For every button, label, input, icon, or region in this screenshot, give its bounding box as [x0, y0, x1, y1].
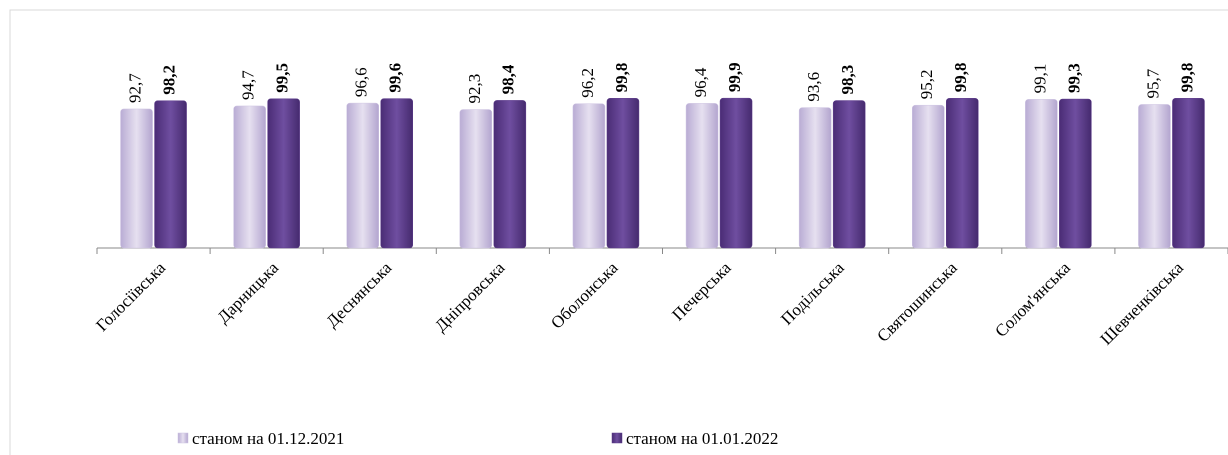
x-tick-label: Святошинська	[873, 258, 961, 346]
bar	[1025, 99, 1058, 249]
bar	[1138, 104, 1171, 249]
bar	[267, 98, 300, 249]
value-label: 95,7	[1143, 68, 1162, 98]
bar	[1059, 98, 1092, 249]
legend-swatch	[177, 432, 189, 444]
value-label: 96,4	[691, 67, 710, 97]
value-label: 99,9	[725, 62, 744, 92]
bar	[493, 100, 527, 249]
bar	[572, 103, 606, 249]
value-label: 93,6	[804, 72, 823, 102]
legend-label: станом на 01.01.2022	[626, 429, 778, 448]
bar	[719, 97, 753, 249]
value-label: 99,1	[1030, 64, 1049, 94]
value-label: 98,2	[159, 65, 178, 95]
value-label: 96,6	[352, 67, 371, 97]
x-tick-label: Солом'янська	[991, 258, 1074, 341]
value-label: 92,7	[125, 73, 144, 103]
bar	[798, 107, 832, 249]
bar	[120, 108, 153, 249]
legend-label: станом на 01.12.2021	[192, 429, 344, 448]
value-label: 99,8	[1177, 63, 1196, 93]
bar	[1172, 98, 1205, 249]
bar	[380, 98, 413, 249]
x-tick-label: Подільська	[777, 258, 848, 329]
chart-frame	[9, 9, 1228, 455]
bar	[912, 104, 945, 249]
value-label: 99,6	[386, 63, 405, 93]
x-tick-label: Шевченківська	[1097, 258, 1188, 349]
x-tick-label: Дарницька	[213, 258, 282, 327]
value-label: 96,2	[578, 68, 597, 98]
bar	[154, 100, 187, 249]
value-label: 99,8	[951, 63, 970, 93]
bar	[233, 105, 266, 249]
value-label: 95,2	[917, 69, 936, 99]
legend-swatch	[611, 432, 623, 444]
value-label: 98,3	[838, 65, 857, 95]
value-label: 99,3	[1064, 63, 1083, 93]
bar	[832, 100, 866, 249]
value-label: 94,7	[239, 70, 258, 100]
x-tick-label: Печерська	[668, 258, 735, 325]
value-label: 99,5	[273, 63, 292, 93]
bar	[459, 109, 493, 249]
bar	[606, 98, 640, 249]
bar	[946, 98, 979, 249]
x-tick-label: Оболонська	[547, 258, 622, 333]
x-tick-label: Голосіївська	[92, 258, 169, 335]
value-label: 99,8	[612, 63, 631, 93]
bar	[346, 102, 379, 249]
x-tick-label: Дніпровська	[431, 258, 509, 336]
bar	[685, 103, 719, 249]
value-label: 92,3	[465, 74, 484, 104]
x-tick-label: Деснянська	[322, 258, 395, 331]
value-label: 98,4	[499, 64, 518, 94]
